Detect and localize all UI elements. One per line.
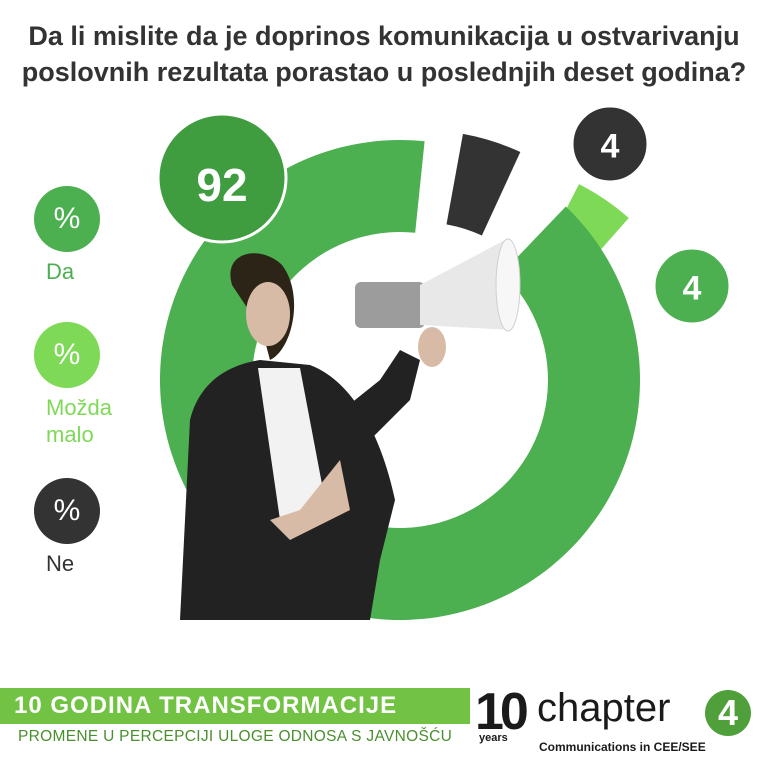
value-badge-2: [570, 104, 650, 184]
legend-circle-ne: %: [34, 478, 100, 544]
legend-label-da: Da: [46, 259, 75, 284]
value-label-0: 92: [196, 159, 247, 211]
brand-tagline: Communications in CEE/SEE: [539, 740, 706, 754]
footer-banner: 10 GODINA TRANSFORMACIJE PROMENE U PERCE…: [0, 688, 470, 750]
legend-item-da: % Da: [32, 186, 122, 285]
legend-label-ne: Ne: [46, 551, 75, 576]
chapter4-logo: 10 years chapter 4 Communications in CEE…: [475, 682, 765, 762]
value-badge-0: [156, 112, 288, 244]
woman-with-megaphone-photo: [180, 238, 521, 620]
ten-years-number: 10: [475, 683, 529, 741]
value-label-2: 4: [601, 128, 620, 166]
value-badge-1: [652, 246, 732, 326]
footer-subtitle-strip: PROMENE U PERCEPCIJI ULOGE ODNOSA S JAVN…: [0, 724, 470, 750]
brand-name: chapter: [537, 686, 671, 730]
chart-title: Da li mislite da je doprinos komunikacij…: [21, 21, 747, 87]
legend-item-ne: % Ne: [32, 478, 122, 577]
legend-circle-mozda-malo: %: [34, 322, 100, 388]
legend-item-mozda-malo: % Možda malo: [32, 322, 122, 448]
brand-four-icon: 4: [705, 690, 751, 736]
legend-label-mozda-malo: Možda malo: [46, 395, 113, 447]
donut-slice-ne: [446, 133, 521, 236]
legend-circle-da: %: [34, 186, 100, 252]
footer-subtitle: PROMENE U PERCEPCIJI ULOGE ODNOSA S JAVN…: [18, 728, 453, 745]
value-label-1: 4: [683, 270, 702, 308]
footer-title: 10 GODINA TRANSFORMACIJE: [14, 692, 398, 719]
ten-years-label: years: [479, 732, 508, 744]
